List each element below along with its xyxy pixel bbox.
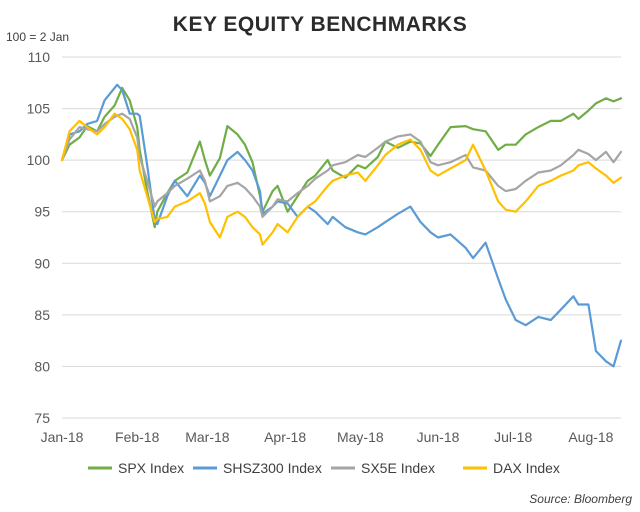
y-tick-label: 85 [34,307,50,323]
x-tick-label: Mar-18 [185,429,230,445]
y-tick-label: 75 [34,410,50,426]
legend-label: SHSZ300 Index [223,460,322,476]
y-unit-label: 100 = 2 Jan [6,30,69,44]
x-tick-label: Jun-18 [417,429,460,445]
x-tick-label: Apr-18 [264,429,306,445]
y-tick-label: 100 [27,152,51,168]
series-lines [60,83,623,368]
legend-label: SPX Index [118,460,184,476]
legend-label: SX5E Index [361,460,435,476]
gridlines [62,56,621,419]
x-tick-label: Aug-18 [568,429,613,445]
x-axis-ticks: Jan-18 Feb-18 Mar-18 Apr-18 May-18 Jun-18 Jul-… [41,429,614,445]
legend: SPX Index SHSZ300 Index SX5E Index DAX Inde… [88,460,560,476]
x-tick-label: Jul-18 [494,429,532,445]
x-tick-label: May-18 [337,429,384,445]
legend-label: DAX Index [493,460,560,476]
legend-item: SHSZ300 Index [193,460,322,476]
y-tick-label: 110 [28,49,51,65]
y-tick-label: 90 [34,255,50,271]
series-line-sx5e-index [60,112,623,218]
y-axis-ticks: 75 80 85 90 95 100 105 110 [27,49,51,426]
chart-title: KEY EQUITY BENCHMARKS [173,13,467,36]
source-note: Source: Bloomberg [529,492,632,506]
legend-item: SX5E Index [331,460,435,476]
y-tick-label: 95 [34,204,50,220]
y-tick-label: 105 [27,101,51,117]
x-tick-label: Jan-18 [41,429,84,445]
series-line-dax-index [60,112,623,246]
legend-item: SPX Index [88,460,184,476]
x-tick-label: Feb-18 [115,429,160,445]
y-tick-label: 80 [34,358,50,374]
legend-item: DAX Index [463,460,560,476]
